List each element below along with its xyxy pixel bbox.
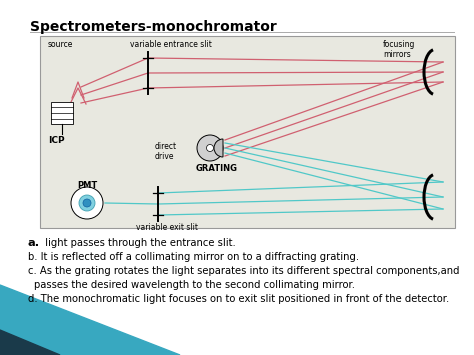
Polygon shape [0,285,180,355]
Text: d. The monochromatic light focuses on to exit slit positioned in front of the de: d. The monochromatic light focuses on to… [28,294,449,304]
Text: ICP: ICP [48,136,64,145]
Text: direct
drive: direct drive [155,142,177,162]
Circle shape [79,195,95,211]
Circle shape [71,187,103,219]
Circle shape [207,144,213,152]
Circle shape [197,135,223,161]
Text: passes the desired wavelength to the second collimating mirror.: passes the desired wavelength to the sec… [34,280,355,290]
Text: Spectrometers-monochromator: Spectrometers-monochromator [30,20,277,34]
Wedge shape [214,139,223,157]
Text: GRATING: GRATING [196,164,238,173]
Text: variable entrance slit: variable entrance slit [130,40,212,49]
Text: a.: a. [28,238,40,248]
FancyBboxPatch shape [51,102,73,124]
Circle shape [83,199,91,207]
FancyBboxPatch shape [40,36,455,228]
Text: source: source [48,40,73,49]
Text: b. It is reflected off a collimating mirror on to a diffracting grating.: b. It is reflected off a collimating mir… [28,252,359,262]
Text: focusing
mirrors: focusing mirrors [383,40,415,59]
Text: c. As the grating rotates the light separates into its different spectral compon: c. As the grating rotates the light sepa… [28,266,459,276]
Polygon shape [0,330,60,355]
Text: PMT: PMT [77,181,97,190]
Text: variable exit slit: variable exit slit [136,223,198,232]
Text: light passes through the entrance slit.: light passes through the entrance slit. [42,238,236,248]
